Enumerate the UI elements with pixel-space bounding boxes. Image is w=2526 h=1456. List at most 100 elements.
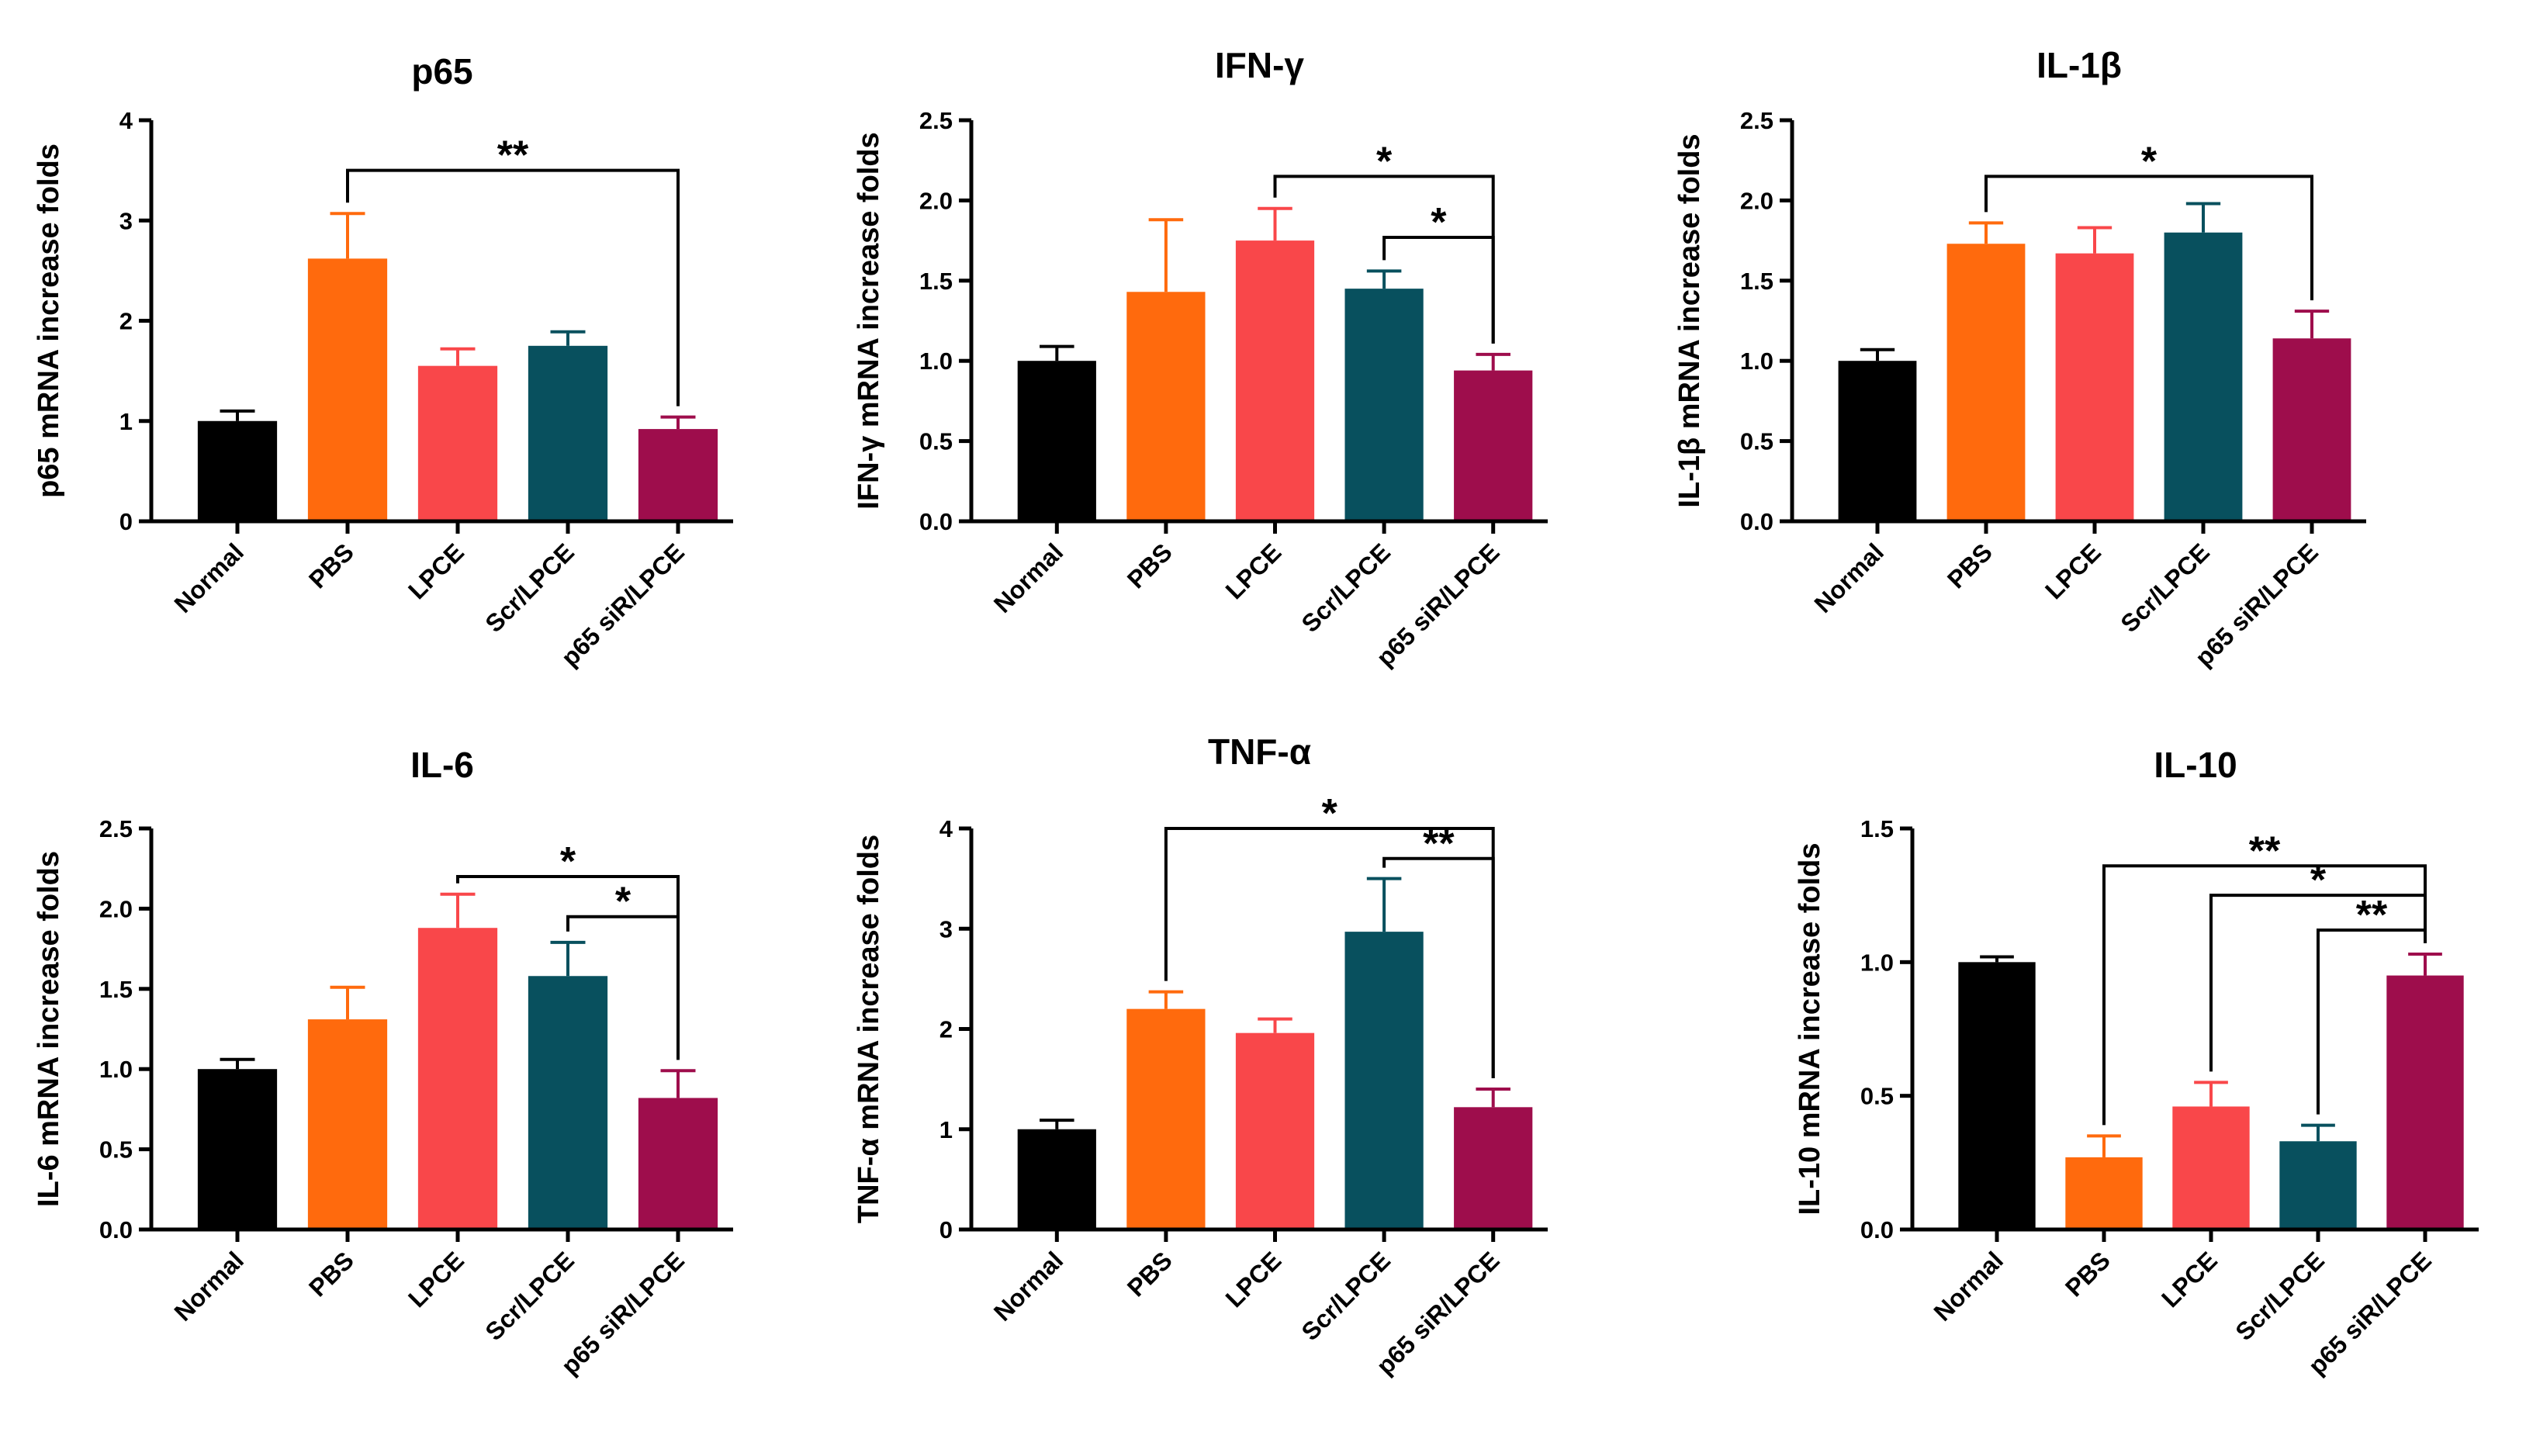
y-axis-label: IL-6 mRNA increase folds (33, 851, 65, 1207)
chart-panel-4: IL-6 IL-6 mRNA increase folds 0.0 0.5 1.0 1.5… (33, 745, 733, 1380)
bar-4 (1344, 289, 1424, 521)
x-tick-label: PBS (1122, 538, 1178, 593)
significance-label: ** (497, 133, 529, 178)
y-tick-label: 2 (119, 308, 133, 335)
y-tick-label: 1.0 (1740, 348, 1773, 375)
x-tick-label: PBS (2060, 1246, 2116, 1302)
y-tick-label: 1.5 (1860, 815, 1894, 842)
significance-label: ** (1423, 821, 1455, 866)
x-tick-label: Normal (1929, 1246, 2009, 1326)
bar-4 (1344, 932, 1424, 1229)
y-tick-label: 3 (119, 207, 133, 234)
bar-2 (2065, 1157, 2143, 1229)
x-tick-label: LPCE (1220, 538, 1287, 604)
bar-3 (417, 365, 498, 521)
bar-4 (528, 976, 608, 1229)
bar-2 (1946, 244, 2026, 521)
y-axis-label: TNF-α mRNA increase folds (853, 835, 885, 1223)
significance-label: * (2310, 858, 2327, 903)
x-tick-label: LPCE (1220, 1246, 1287, 1312)
y-tick-label: 1.5 (1740, 268, 1773, 295)
x-tick-label: Normal (988, 1246, 1068, 1326)
significance-label: * (1376, 139, 1393, 184)
x-tick-label: Scr/LPCE (2230, 1246, 2330, 1346)
significance-bracket-2 (1382, 235, 1495, 344)
y-tick-label: 2 (939, 1016, 953, 1043)
chart-title: IL-6 (410, 745, 474, 785)
bar-5 (2272, 338, 2351, 521)
x-tick-label: LPCE (2156, 1246, 2223, 1312)
x-tick-label: Normal (1809, 538, 1889, 617)
bar-4 (528, 345, 608, 521)
chart-title: TNF-α (1208, 731, 1311, 772)
y-tick-label: 0.0 (1740, 508, 1773, 535)
significance-bracket-2 (2209, 894, 2427, 1072)
significance-label: * (1322, 791, 1338, 836)
x-tick-label: PBS (303, 1246, 359, 1302)
bar-1 (1958, 962, 2036, 1229)
y-tick-label: 2.0 (919, 187, 953, 214)
significance-label: ** (2356, 893, 2388, 938)
bar-1 (197, 420, 278, 521)
y-tick-label: 0.5 (1740, 428, 1773, 455)
y-axis-label: IL-1β mRNA increase folds (1673, 133, 1706, 507)
bar-2 (307, 1019, 388, 1229)
bar-5 (2386, 975, 2464, 1229)
y-tick-label: 1 (119, 408, 133, 435)
bar-3 (1235, 240, 1315, 521)
y-tick-label: 0.5 (99, 1136, 133, 1164)
bar-3 (2172, 1106, 2250, 1229)
x-tick-label: PBS (303, 538, 359, 593)
chart-title: IL-1β (2036, 45, 2122, 85)
y-axis-label: IFN-γ mRNA increase folds (853, 132, 885, 509)
bar-5 (1454, 1107, 1533, 1229)
y-tick-label: 1.5 (99, 976, 133, 1003)
x-tick-label: Scr/LPCE (479, 538, 580, 638)
y-tick-label: 2.0 (99, 895, 133, 922)
significance-label: * (615, 880, 632, 925)
bar-3 (2055, 253, 2134, 521)
y-tick-label: 1.0 (1860, 949, 1894, 976)
x-tick-label: Normal (988, 538, 1068, 617)
bar-2 (1126, 292, 1206, 521)
y-tick-label: 0.0 (1860, 1216, 1894, 1243)
significance-bracket-2 (566, 915, 680, 1060)
y-tick-label: 0.5 (919, 428, 953, 455)
x-tick-label: LPCE (403, 538, 469, 604)
x-tick-label: Scr/LPCE (2115, 538, 2215, 638)
y-tick-label: 2.5 (1740, 107, 1773, 134)
y-axis-label: IL-10 mRNA increase folds (1794, 842, 1826, 1215)
y-tick-label: 0.0 (99, 1216, 133, 1243)
bar-5 (638, 1098, 718, 1229)
bar-1 (197, 1069, 278, 1229)
x-tick-label: LPCE (2040, 538, 2106, 604)
y-tick-label: 0.0 (919, 508, 953, 535)
y-tick-label: 2.0 (1740, 187, 1773, 214)
significance-bracket-1 (1984, 175, 2313, 301)
x-tick-label: Normal (169, 1246, 249, 1326)
x-tick-label: PBS (1122, 1246, 1178, 1302)
y-axis-label: p65 mRNA increase folds (33, 144, 65, 498)
significance-bracket-2 (1382, 856, 1495, 1079)
y-tick-label: 0 (119, 508, 133, 535)
x-tick-label: Scr/LPCE (1296, 538, 1396, 638)
y-tick-label: 2.5 (99, 815, 133, 842)
bar-4 (2164, 232, 2243, 521)
significance-label: ** (2249, 828, 2281, 873)
y-tick-label: 1.0 (99, 1056, 133, 1083)
chart-title: IFN-γ (1215, 45, 1304, 85)
x-tick-label: Scr/LPCE (479, 1246, 580, 1346)
bar-5 (1454, 370, 1533, 521)
x-tick-label: Scr/LPCE (1296, 1246, 1396, 1346)
y-tick-label: 1 (939, 1116, 953, 1143)
significance-label: * (1431, 200, 1447, 245)
bar-2 (307, 258, 388, 521)
chart-panel-2: IFN-γ IFN-γ mRNA increase folds 0.0 0.5 1.0 1… (853, 45, 1548, 672)
y-tick-label: 1.5 (919, 268, 953, 295)
bar-1 (1838, 361, 1917, 521)
significance-bracket-1 (346, 168, 680, 406)
y-tick-label: 4 (939, 815, 953, 842)
y-tick-label: 0 (939, 1216, 953, 1243)
chart-panel-3: IL-1β IL-1β mRNA increase folds 0.0 0.5 1.0 1… (1673, 45, 2366, 672)
